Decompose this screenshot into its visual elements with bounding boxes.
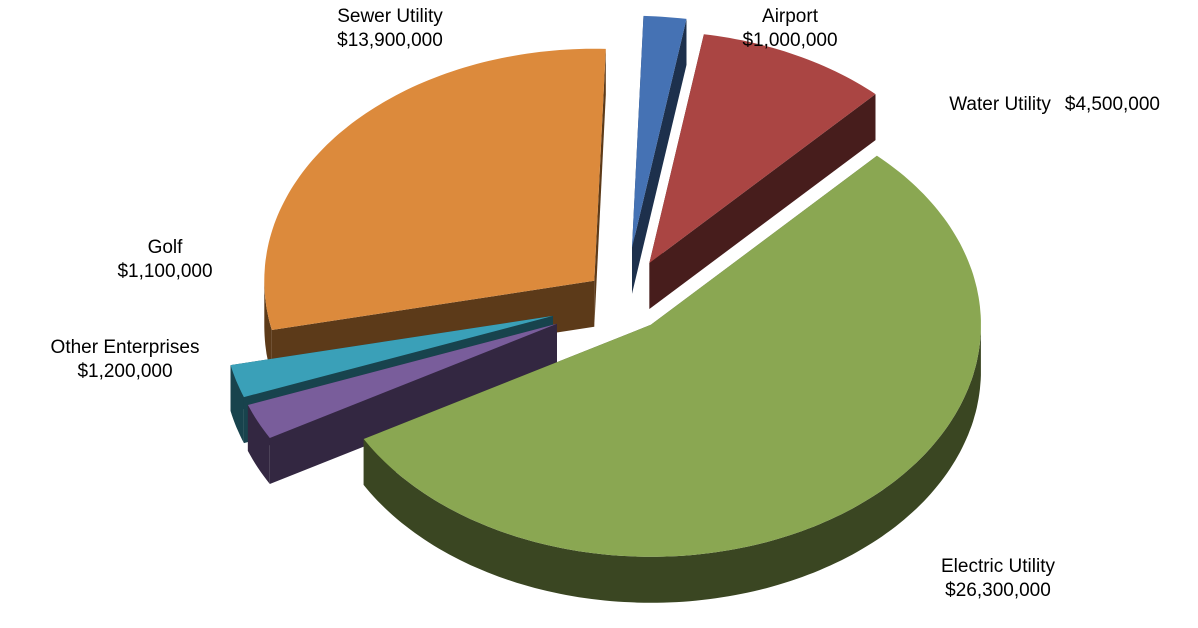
slice-label: Electric Utility $26,300,000 (941, 556, 1056, 601)
slice (363, 155, 981, 557)
slice (230, 315, 553, 398)
value-label: $1,200,000 (77, 361, 172, 382)
value-label: $4,500,000 (1065, 94, 1160, 115)
slice-label: Other Enterprises $1,200,000 (51, 337, 200, 382)
slice-side (632, 18, 687, 294)
category-label: Water Utility (949, 94, 1051, 115)
category-label: Golf (148, 237, 184, 258)
slice-label: Golf $1,100,000 (117, 237, 212, 282)
slice-wall (247, 405, 270, 484)
slice-side (594, 48, 606, 327)
slice (632, 15, 687, 248)
slice-label: Water Utility $4,500,000 (949, 94, 1160, 115)
value-label: $1,000,000 (742, 30, 837, 51)
labels: Airport $1,000,000 Water Utility $4,500,000… (51, 6, 1160, 601)
slice (632, 15, 687, 294)
category-label: Sewer Utility (337, 6, 443, 27)
slice-wall (264, 280, 272, 376)
slice-label: Sewer Utility $13,900,000 (337, 6, 443, 51)
category-label: Other Enterprises (51, 337, 200, 358)
value-label: $1,100,000 (117, 261, 212, 282)
category-label: Airport (762, 6, 819, 27)
category-label: Electric Utility (941, 556, 1056, 577)
value-label: $13,900,000 (337, 30, 443, 51)
slice (264, 48, 606, 331)
slice (247, 323, 557, 484)
slice-wall (230, 365, 244, 444)
slice-label: Airport $1,000,000 (742, 6, 837, 51)
slice (649, 34, 876, 264)
slice-side (269, 323, 557, 484)
slice-side (649, 94, 876, 309)
pie (230, 15, 981, 603)
slice-wall (363, 324, 981, 603)
value-label: $26,300,000 (945, 580, 1051, 601)
slice (247, 323, 557, 438)
slice (363, 155, 981, 603)
slice (649, 34, 876, 309)
